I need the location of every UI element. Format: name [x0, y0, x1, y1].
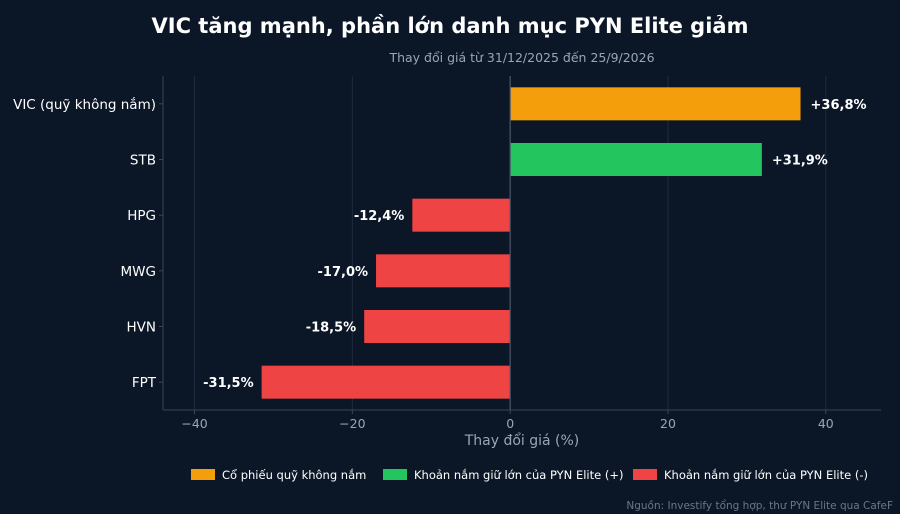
category-label: FPT: [132, 375, 157, 391]
bar: [261, 365, 511, 399]
legend-label: Cổ phiếu quỹ không nắm: [222, 468, 366, 482]
chart-title: VIC tăng mạnh, phần lớn danh mục PYN Eli…: [152, 14, 749, 38]
bar: [364, 310, 511, 343]
legend-swatch: [383, 469, 407, 480]
bar: [510, 143, 762, 176]
legend-item-pos: Khoản nắm giữ lớn của PYN Elite (+): [383, 468, 623, 482]
axes: −40 −20 0 20 40 VIC (quỹ không nắm) STB HPG MWG H…: [13, 76, 881, 431]
data-label: -17,0%: [318, 265, 369, 280]
legend-item-vic: Cổ phiếu quỹ không nắm: [191, 468, 366, 482]
x-tick-label: 20: [660, 416, 676, 431]
bars: +36,8% +31,9% -12,4% -17,0% -18,5% -31,5%: [203, 87, 867, 399]
bar: [376, 254, 511, 288]
bar: [412, 198, 511, 232]
category-label: STB: [130, 153, 156, 169]
x-tick-label: 0: [506, 416, 514, 431]
legend-label: Khoản nắm giữ lớn của PYN Elite (+): [414, 468, 623, 482]
bar: [510, 87, 801, 121]
data-label: -31,5%: [203, 376, 254, 391]
legend-item-neg: Khoản nắm giữ lớn của PYN Elite (-): [633, 468, 868, 482]
data-label: +36,8%: [811, 98, 867, 113]
x-tick-label: −20: [339, 416, 365, 431]
source-note: Nguồn: Investify tổng hợp, thư PYN Elite…: [626, 499, 893, 512]
chart-subtitle: Thay đổi giá từ 31/12/2025 đến 25/9/2026: [388, 50, 654, 65]
x-tick-label: 40: [818, 416, 834, 431]
legend-label: Khoản nắm giữ lớn của PYN Elite (-): [664, 468, 868, 482]
category-label: VIC (quỹ không nắm): [13, 96, 156, 113]
category-label: MWG: [121, 264, 156, 280]
category-label: HVN: [127, 320, 157, 336]
data-label: -12,4%: [354, 209, 405, 224]
legend: Cổ phiếu quỹ không nắm Khoản nắm giữ lớn …: [191, 468, 868, 482]
legend-swatch: [633, 469, 657, 480]
x-axis-label: Thay đổi giá (%): [464, 432, 580, 449]
x-tick-label: −40: [181, 416, 207, 431]
data-label: -18,5%: [306, 321, 357, 336]
data-label: +31,9%: [772, 154, 828, 169]
category-label: HPG: [127, 208, 156, 224]
legend-swatch: [191, 469, 215, 480]
